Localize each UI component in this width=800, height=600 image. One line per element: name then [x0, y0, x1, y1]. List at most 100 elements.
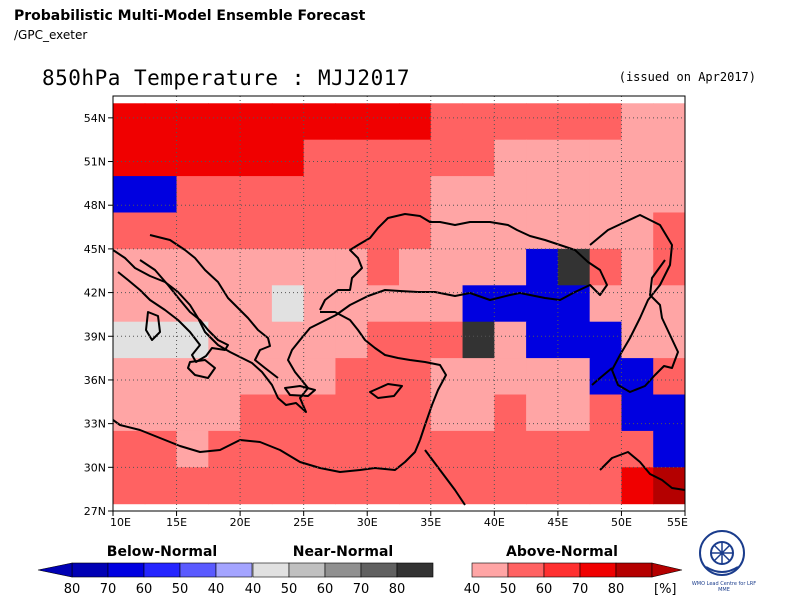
- grid-cell: [399, 248, 432, 286]
- grid-cell: [303, 394, 336, 432]
- grid-cell: [176, 285, 209, 323]
- grid-cell: [335, 103, 368, 141]
- grid-cell: [176, 139, 209, 177]
- grid-cell: [399, 358, 432, 396]
- grid-cell: [208, 212, 241, 250]
- grid-cell: [557, 394, 591, 432]
- lon-tick-label: 35E: [420, 516, 441, 529]
- grid-cell: [176, 394, 209, 432]
- grid-cell: [335, 139, 368, 177]
- lat-tick-label: 48N: [84, 199, 106, 212]
- grid-cell: [367, 430, 400, 468]
- grid-cell: [399, 467, 432, 505]
- grid-cell: [208, 430, 241, 468]
- grid-cell: [303, 358, 336, 396]
- legend-near-label: Near-Normal: [293, 544, 393, 560]
- grid-cell: [494, 467, 527, 505]
- lon-tick-label: 40E: [484, 516, 505, 529]
- grid-cell: [462, 176, 495, 213]
- grid-cell: [208, 103, 241, 141]
- grid-cell: [271, 394, 305, 432]
- grid-cell: [462, 248, 495, 286]
- grid-cell: [113, 467, 146, 505]
- grid-cell: [621, 176, 654, 213]
- grid-cell: [367, 103, 400, 141]
- grid-cell: [589, 467, 622, 505]
- legend-swatch: [252, 562, 290, 578]
- legend-above-label: Above-Normal: [506, 544, 618, 560]
- coast-italy: [117, 259, 229, 363]
- grid-cell: [399, 103, 432, 141]
- lat-tick-label: 45N: [84, 243, 106, 256]
- grid-cell: [494, 358, 527, 396]
- legend-tick-label: 60: [136, 582, 153, 597]
- legend-unit: [%]: [654, 582, 677, 597]
- grid-cell: [589, 394, 622, 432]
- grid-cell: [335, 467, 368, 505]
- legend-tick-label: 50: [500, 582, 517, 597]
- lon-tick-label: 25E: [293, 516, 314, 529]
- grid-cell: [462, 139, 495, 177]
- grid-cell: [271, 212, 305, 250]
- grid-cell: [526, 430, 559, 468]
- grid-cell: [557, 139, 591, 177]
- grid-cell: [494, 285, 527, 323]
- grid-cell: [208, 248, 241, 286]
- grid-cell: [430, 321, 464, 359]
- grid-cell: [526, 285, 559, 323]
- grid-cell: [303, 103, 336, 141]
- lat-tick-label: 30N: [84, 461, 106, 474]
- grid-cell: [589, 139, 622, 177]
- grid-cell: [462, 394, 495, 432]
- grid-cell: [526, 467, 559, 505]
- grid-cell: [430, 248, 464, 286]
- grid-cell: [494, 103, 527, 141]
- grid-cell: [208, 139, 241, 177]
- grid-cell: [526, 321, 559, 359]
- legend-swatch: [324, 562, 362, 578]
- grid-cell: [144, 212, 178, 250]
- lon-tick-label: 45E: [547, 516, 568, 529]
- grid-cell: [176, 103, 209, 141]
- grid-cell: [621, 394, 654, 432]
- grid-cell: [399, 176, 432, 213]
- grid-cell: [621, 212, 654, 250]
- grid-cell: [240, 467, 273, 505]
- legend-swatch: [143, 562, 181, 578]
- grid-cell: [526, 394, 559, 432]
- legend-swatch: [71, 562, 109, 578]
- grid-cell: [462, 212, 495, 250]
- grid-cell: [621, 248, 654, 286]
- grid-cell: [303, 467, 336, 505]
- grid-cell: [526, 139, 559, 177]
- grid-cell: [367, 248, 400, 286]
- grid-cell: [557, 212, 591, 250]
- grid-cell: [303, 430, 336, 468]
- grid-cell: [494, 430, 527, 468]
- legend-arrow-right: [651, 562, 683, 578]
- grid-cell: [240, 394, 273, 432]
- lon-tick-label: 15E: [166, 516, 187, 529]
- grid-cell: [113, 285, 146, 323]
- grid-cell: [113, 212, 146, 250]
- grid-cell: [653, 430, 685, 468]
- grid-cell: [303, 248, 336, 286]
- grid-cell: [494, 176, 527, 213]
- grid-cell: [271, 285, 305, 323]
- grid-cell: [462, 321, 495, 359]
- coast-sardinia: [145, 311, 161, 341]
- grid-cell: [557, 285, 591, 323]
- legend-tick-label: 60: [317, 582, 334, 597]
- legend-swatch: [615, 562, 653, 578]
- header-title: Probabilistic Multi-Model Ensemble Forec…: [14, 8, 366, 24]
- grid-cell: [367, 358, 400, 396]
- grid-cell: [557, 430, 591, 468]
- grid-cell: [113, 321, 146, 359]
- grid-cell: [430, 467, 464, 505]
- lon-tick-label: 50E: [611, 516, 632, 529]
- grid-cell: [271, 176, 305, 213]
- grid-cell: [367, 139, 400, 177]
- grid-cell: [589, 358, 622, 396]
- legend-swatch: [215, 562, 253, 578]
- grid-cell: [113, 394, 146, 432]
